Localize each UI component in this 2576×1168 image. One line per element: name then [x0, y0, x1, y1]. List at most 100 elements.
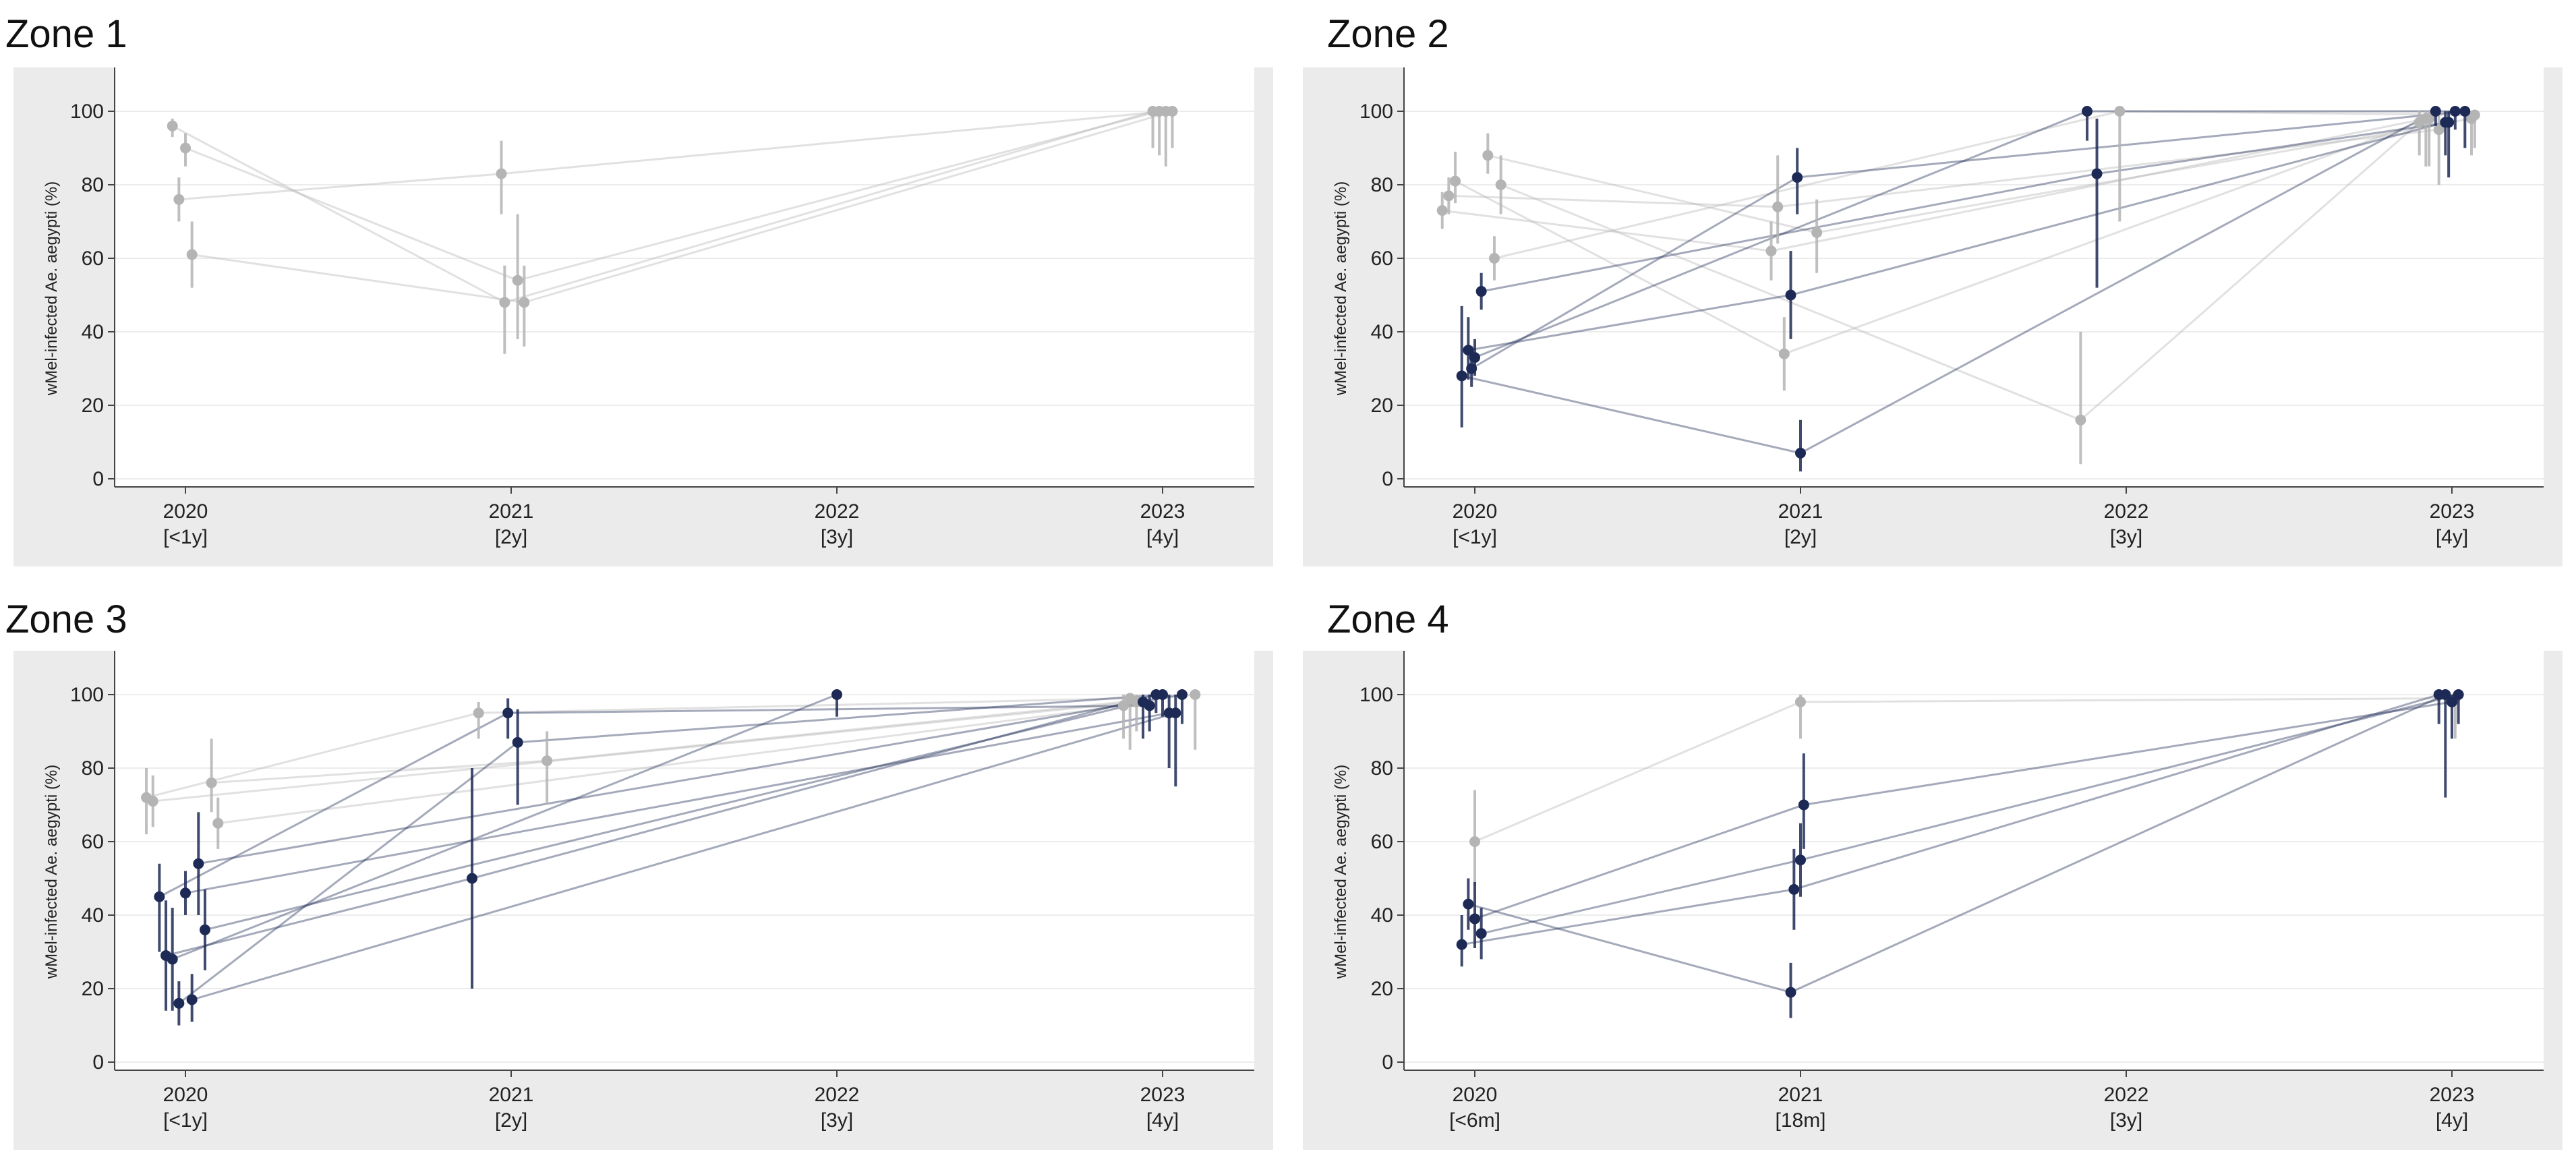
series-line	[218, 704, 1124, 825]
data-point	[1469, 836, 1480, 847]
y-tick-label: 100	[1359, 100, 1393, 123]
data-point	[193, 858, 204, 869]
y-tick-label: 40	[82, 904, 104, 927]
x-tick-year: 2023	[1140, 500, 1185, 523]
y-tick-label: 40	[1371, 321, 1393, 343]
chart-zone-1: 0 20 40 60 80 100 wMel-infected Ae. aegypti (%…	[42, 67, 1254, 548]
plot-area	[115, 67, 1254, 487]
data-point	[1765, 245, 1777, 257]
data-point	[199, 924, 210, 935]
y-tick-label: 40	[82, 321, 104, 343]
data-point	[2430, 106, 2441, 117]
series-line	[204, 701, 1144, 931]
y-tick-label: 20	[82, 978, 104, 1000]
data-point	[2091, 168, 2103, 179]
data-point	[1443, 190, 1455, 202]
x-tick-period: [18m]	[1775, 1109, 1825, 1132]
data-point	[2447, 696, 2457, 707]
plot-area	[1404, 67, 2544, 487]
series-line	[152, 701, 1137, 802]
data-point	[2413, 117, 2425, 128]
data-point	[1450, 175, 1461, 187]
y-tick-label: 100	[70, 100, 104, 123]
data-point	[147, 796, 158, 807]
data-point	[212, 817, 224, 829]
chart-panel-zone-1: 0 20 40 60 80 100 wMel-infected Ae. aegypti (%…	[13, 67, 1273, 566]
x-tick-year: 2022	[2104, 500, 2149, 523]
plot-area	[1404, 651, 2544, 1070]
data-point	[519, 297, 530, 308]
x-tick-period: [<1y]	[1453, 526, 1497, 548]
zone-3-title: Zone 3	[5, 597, 127, 641]
chart-panel-zone-2: 0 20 40 60 80 100 wMel-infected Ae. aegypti (%…	[1303, 67, 2563, 566]
data-point	[2449, 106, 2461, 117]
x-tick-period: [<1y]	[163, 526, 208, 548]
x-tick-period: [2y]	[1784, 526, 1817, 548]
data-point	[173, 194, 185, 205]
data-point	[167, 120, 178, 132]
y-axis-label: wMel-infected Ae. aegypti (%)	[1332, 181, 1350, 396]
y-axis-label: wMel-infected Ae. aegypti (%)	[42, 181, 61, 396]
y-tick-label: 60	[1371, 247, 1393, 270]
data-point	[1795, 854, 1806, 866]
chart-panel-zone-4: 0 20 40 60 80 100 wMel-infected Ae. aegypti (%…	[1303, 651, 2563, 1150]
data-point	[473, 707, 484, 719]
x-tick-year: 2021	[1778, 1084, 1823, 1106]
x-tick-period: [3y]	[821, 526, 853, 548]
data-point	[173, 997, 185, 1009]
x-tick-year: 2023	[1140, 1084, 1185, 1106]
x-tick-year: 2020	[1453, 1084, 1498, 1106]
data-point	[206, 777, 217, 788]
data-point	[2424, 113, 2435, 124]
chart-panel-zone-3: 0 20 40 60 80 100 wMel-infected Ae. aegypti (%…	[13, 651, 1273, 1150]
data-point	[1475, 286, 1487, 297]
data-point	[1456, 370, 1467, 382]
x-tick-period: [4y]	[2436, 1109, 2468, 1132]
data-point	[1170, 707, 1181, 719]
data-point	[1488, 253, 1500, 264]
data-point	[831, 689, 842, 700]
zone-1-title: Zone 1	[5, 12, 127, 56]
data-point	[512, 274, 523, 286]
x-tick-year: 2020	[1453, 500, 1498, 523]
x-tick-year: 2022	[2104, 1084, 2149, 1106]
y-tick-label: 60	[82, 831, 104, 853]
data-point	[2459, 106, 2471, 117]
data-point	[1795, 447, 1806, 459]
data-point	[2469, 109, 2480, 121]
data-point	[1482, 150, 1494, 161]
data-point	[186, 994, 198, 1005]
data-point	[2453, 689, 2464, 700]
data-point	[1495, 179, 1506, 190]
data-point	[1788, 883, 1800, 895]
data-point	[2443, 117, 2455, 128]
x-tick-year: 2021	[489, 1084, 534, 1106]
data-point	[467, 873, 478, 884]
data-point	[1811, 227, 1823, 238]
data-point	[541, 755, 553, 767]
y-axis-label: wMel-infected Ae. aegypti (%)	[1332, 765, 1350, 979]
data-point	[2440, 689, 2451, 700]
data-point	[1778, 348, 1790, 359]
x-tick-year: 2020	[163, 500, 208, 523]
data-point	[1466, 363, 1477, 374]
zone-2-title: Zone 2	[1327, 12, 1449, 56]
x-tick-period: [3y]	[2110, 1109, 2142, 1132]
data-point	[1785, 987, 1796, 998]
chart-zone-3: 0 20 40 60 80 100 wMel-infected Ae. aegypti (%…	[42, 651, 1254, 1132]
series-line	[198, 693, 1183, 865]
y-tick-label: 20	[82, 395, 104, 417]
data-point	[1118, 700, 1130, 711]
data-point	[167, 954, 178, 965]
data-point	[502, 707, 514, 719]
x-tick-year: 2021	[1778, 500, 1823, 523]
data-point	[180, 142, 191, 154]
data-point	[1436, 205, 1448, 216]
series-line	[192, 711, 1176, 1001]
y-tick-label: 0	[92, 468, 104, 490]
data-point	[1157, 689, 1168, 700]
data-point	[1798, 799, 1809, 811]
series-line	[185, 711, 1169, 894]
y-tick-label: 80	[82, 174, 104, 196]
data-point	[1469, 913, 1480, 925]
